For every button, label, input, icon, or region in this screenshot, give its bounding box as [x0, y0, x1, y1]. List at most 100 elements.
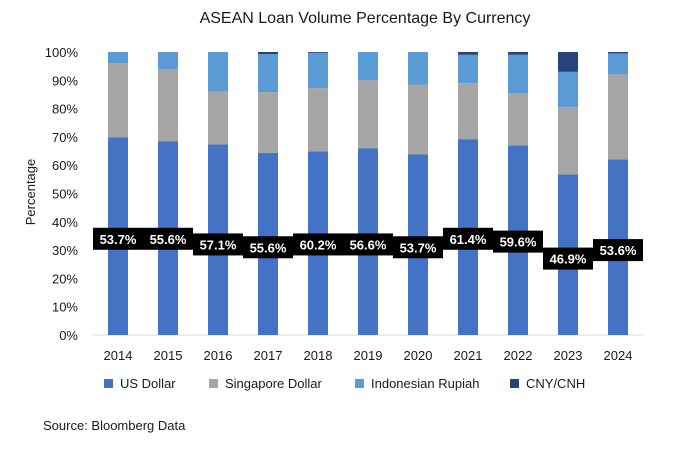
bar-segment-cny-cnh [508, 52, 528, 55]
bar-segment-cny-cnh [308, 52, 328, 53]
bar-segment-indonesian-rupiah [208, 52, 228, 92]
legend-item: Singapore Dollar [209, 376, 323, 391]
legend-swatch [355, 379, 364, 388]
x-tick-label: 2021 [454, 348, 483, 363]
y-tick-label: 70% [52, 130, 78, 145]
annotation-label: 53.7% [393, 236, 443, 259]
annotation-text: 56.6% [350, 237, 387, 252]
annotation-text: 61.4% [450, 232, 487, 247]
bar-segment-indonesian-rupiah [558, 71, 578, 108]
annotation-labels: 53.7% 55.6% 57.1% 55.6% 60.2% 56.6% 53.7% 61.4%… [93, 227, 643, 270]
annotation-box [443, 227, 493, 250]
annotation-text: 53.7% [400, 240, 437, 255]
bar-segment-indonesian-rupiah [508, 54, 528, 94]
bar-segment-singapore-dollar [208, 91, 228, 145]
x-tick-label: 2023 [554, 348, 583, 363]
source-note: Source: Bloomberg Data [43, 418, 186, 433]
x-tick-label: 2020 [404, 348, 433, 363]
annotation-text: 57.1% [200, 237, 237, 252]
y-tick-label: 90% [52, 73, 78, 88]
legend-item: Indonesian Rupiah [355, 376, 479, 391]
y-tick-label: 40% [52, 215, 78, 230]
y-tick-label: 10% [52, 300, 78, 315]
annotation-box [593, 239, 643, 262]
legend-swatch [510, 379, 519, 388]
bar-segment-indonesian-rupiah [408, 52, 428, 85]
x-tick-label: 2014 [104, 348, 133, 363]
bar-stacks [108, 52, 628, 335]
annotation-label: 46.9% [543, 247, 593, 270]
annotation-label: 55.6% [243, 236, 293, 259]
bar-segment-cny-cnh [608, 52, 628, 54]
legend-label: Indonesian Rupiah [371, 376, 479, 391]
annotation-box [293, 233, 343, 256]
legend-item: US Dollar [104, 376, 176, 391]
x-tick-label: 2022 [504, 348, 533, 363]
bar-segment-singapore-dollar [308, 88, 328, 152]
annotation-text: 55.6% [250, 240, 287, 255]
legend: US Dollar Singapore Dollar Indonesian Rupi… [104, 376, 585, 391]
annotation-text: 53.6% [600, 243, 637, 258]
annotation-text: 59.6% [500, 235, 537, 250]
annotation-text: 55.6% [150, 232, 187, 247]
annotation-label: 61.4% [443, 227, 493, 250]
y-axis-ticks: 0% 10% 20% 30% 40% 50% 60% 70% 80% 90% 100% [45, 45, 79, 343]
legend-label: Singapore Dollar [225, 376, 323, 391]
annotation-box [543, 247, 593, 270]
bar-segment-cny-cnh [458, 52, 478, 55]
bar-segment-singapore-dollar [158, 68, 178, 142]
y-tick-label: 20% [52, 271, 78, 286]
bar-segment-indonesian-rupiah [308, 52, 328, 89]
annotation-box [393, 236, 443, 259]
y-tick-label: 0% [59, 328, 78, 343]
bar-segment-cny-cnh [558, 52, 578, 72]
bar-segment-singapore-dollar [358, 80, 378, 149]
y-tick-label: 50% [52, 187, 78, 202]
bar-segment-singapore-dollar [258, 92, 278, 154]
annotation-label: 53.7% [93, 227, 143, 250]
x-tick-label: 2024 [604, 348, 633, 363]
bar-segment-indonesian-rupiah [258, 53, 278, 93]
bar-segment-singapore-dollar [108, 63, 128, 138]
annotation-box [143, 227, 193, 250]
bar-segment-singapore-dollar [408, 84, 428, 155]
annotation-box [93, 227, 143, 250]
bar-segment-singapore-dollar [508, 93, 528, 146]
annotation-label: 56.6% [343, 233, 393, 256]
annotation-label: 60.2% [293, 233, 343, 256]
annotation-box [343, 233, 393, 256]
annotation-text: 60.2% [300, 237, 337, 252]
bar-segment-cny-cnh [258, 52, 278, 54]
annotation-text: 46.9% [550, 252, 587, 267]
y-axis-label: Percentage [23, 159, 38, 226]
x-tick-label: 2017 [254, 348, 283, 363]
x-axis-ticks: 2014 2015 2016 2017 2018 2019 2020 2021 2022 2023… [104, 348, 633, 363]
y-tick-label: 30% [52, 243, 78, 258]
chart-title: ASEAN Loan Volume Percentage By Currency [200, 10, 531, 27]
x-tick-label: 2016 [204, 348, 233, 363]
legend-label: CNY/CNH [526, 376, 585, 391]
legend-swatch [209, 379, 218, 388]
legend-item: CNY/CNH [510, 376, 585, 391]
bar-segment-indonesian-rupiah [158, 52, 178, 69]
bar-segment-indonesian-rupiah [608, 53, 628, 75]
bar-segment-singapore-dollar [558, 107, 578, 175]
x-tick-label: 2018 [304, 348, 333, 363]
bar-segment-singapore-dollar [458, 83, 478, 140]
legend-swatch [104, 379, 113, 388]
annotation-label: 55.6% [143, 227, 193, 250]
annotation-label: 59.6% [493, 230, 543, 253]
annotation-text: 53.7% [100, 232, 137, 247]
bar-segment-singapore-dollar [608, 74, 628, 160]
annotation-box [243, 236, 293, 259]
legend-label: US Dollar [120, 376, 176, 391]
y-tick-label: 60% [52, 158, 78, 173]
bar-segment-indonesian-rupiah [458, 54, 478, 84]
bar-segment-indonesian-rupiah [358, 52, 378, 81]
annotation-box [493, 230, 543, 253]
bar-segment-indonesian-rupiah [108, 52, 128, 64]
y-tick-label: 100% [45, 45, 79, 60]
x-tick-label: 2019 [354, 348, 383, 363]
annotation-label: 57.1% [193, 233, 243, 256]
